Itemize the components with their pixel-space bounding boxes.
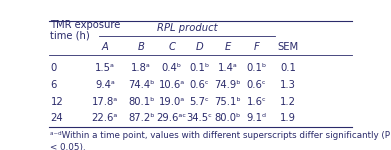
Text: 1.9: 1.9 <box>280 114 296 123</box>
Text: C: C <box>168 42 175 52</box>
Text: 6: 6 <box>50 80 57 90</box>
Text: 1.4ᵃ: 1.4ᵃ <box>218 63 238 73</box>
Text: 12: 12 <box>50 97 63 107</box>
Text: 9.4ᵃ: 9.4ᵃ <box>95 80 115 90</box>
Text: 74.4ᵇ: 74.4ᵇ <box>128 80 154 90</box>
Text: 1.5ᵃ: 1.5ᵃ <box>95 63 115 73</box>
Text: 5.7ᶜ: 5.7ᶜ <box>190 97 209 107</box>
Text: A: A <box>102 42 108 52</box>
Text: 10.6ᵃ: 10.6ᵃ <box>158 80 185 90</box>
Text: 24: 24 <box>50 114 63 123</box>
Text: 29.6ᵃᶜ: 29.6ᵃᶜ <box>156 114 187 123</box>
Text: 0.4ᵇ: 0.4ᵇ <box>161 63 182 73</box>
Text: 0.6ᶜ: 0.6ᶜ <box>190 80 209 90</box>
Text: 0: 0 <box>50 63 57 73</box>
Text: 34.5ᶜ: 34.5ᶜ <box>187 114 212 123</box>
Text: 19.0ᵃ: 19.0ᵃ <box>158 97 185 107</box>
Text: D: D <box>196 42 203 52</box>
Text: 74.9ᵇ: 74.9ᵇ <box>214 80 241 90</box>
Text: 1.3: 1.3 <box>280 80 296 90</box>
Text: 17.8ᵃ: 17.8ᵃ <box>92 97 118 107</box>
Text: 87.2ᵇ: 87.2ᵇ <box>128 114 154 123</box>
Text: B: B <box>138 42 145 52</box>
Text: 0.1ᵇ: 0.1ᵇ <box>246 63 267 73</box>
Text: 80.1ᵇ: 80.1ᵇ <box>128 97 154 107</box>
Text: RPL product: RPL product <box>156 23 217 33</box>
Text: ᵃ⁻ᵈWithin a time point, values with different superscripts differ significantly : ᵃ⁻ᵈWithin a time point, values with diff… <box>50 131 390 140</box>
Text: 1.6ᶜ: 1.6ᶜ <box>247 97 266 107</box>
Text: 0.1: 0.1 <box>280 63 296 73</box>
Text: SEM: SEM <box>278 42 299 52</box>
Text: time (h): time (h) <box>50 30 90 40</box>
Text: F: F <box>254 42 259 52</box>
Text: 1.2: 1.2 <box>280 97 296 107</box>
Text: 75.1ᵇ: 75.1ᵇ <box>214 97 241 107</box>
Text: 22.6ᵃ: 22.6ᵃ <box>92 114 118 123</box>
Text: TMR exposure: TMR exposure <box>50 20 121 30</box>
Text: 0.6ᶜ: 0.6ᶜ <box>247 80 266 90</box>
Text: E: E <box>224 42 231 52</box>
Text: 0.1ᵇ: 0.1ᵇ <box>189 63 210 73</box>
Text: < 0.05).: < 0.05). <box>50 143 86 150</box>
Text: 9.1ᵈ: 9.1ᵈ <box>246 114 267 123</box>
Text: 80.0ᵇ: 80.0ᵇ <box>215 114 241 123</box>
Text: 1.8ᵃ: 1.8ᵃ <box>131 63 151 73</box>
